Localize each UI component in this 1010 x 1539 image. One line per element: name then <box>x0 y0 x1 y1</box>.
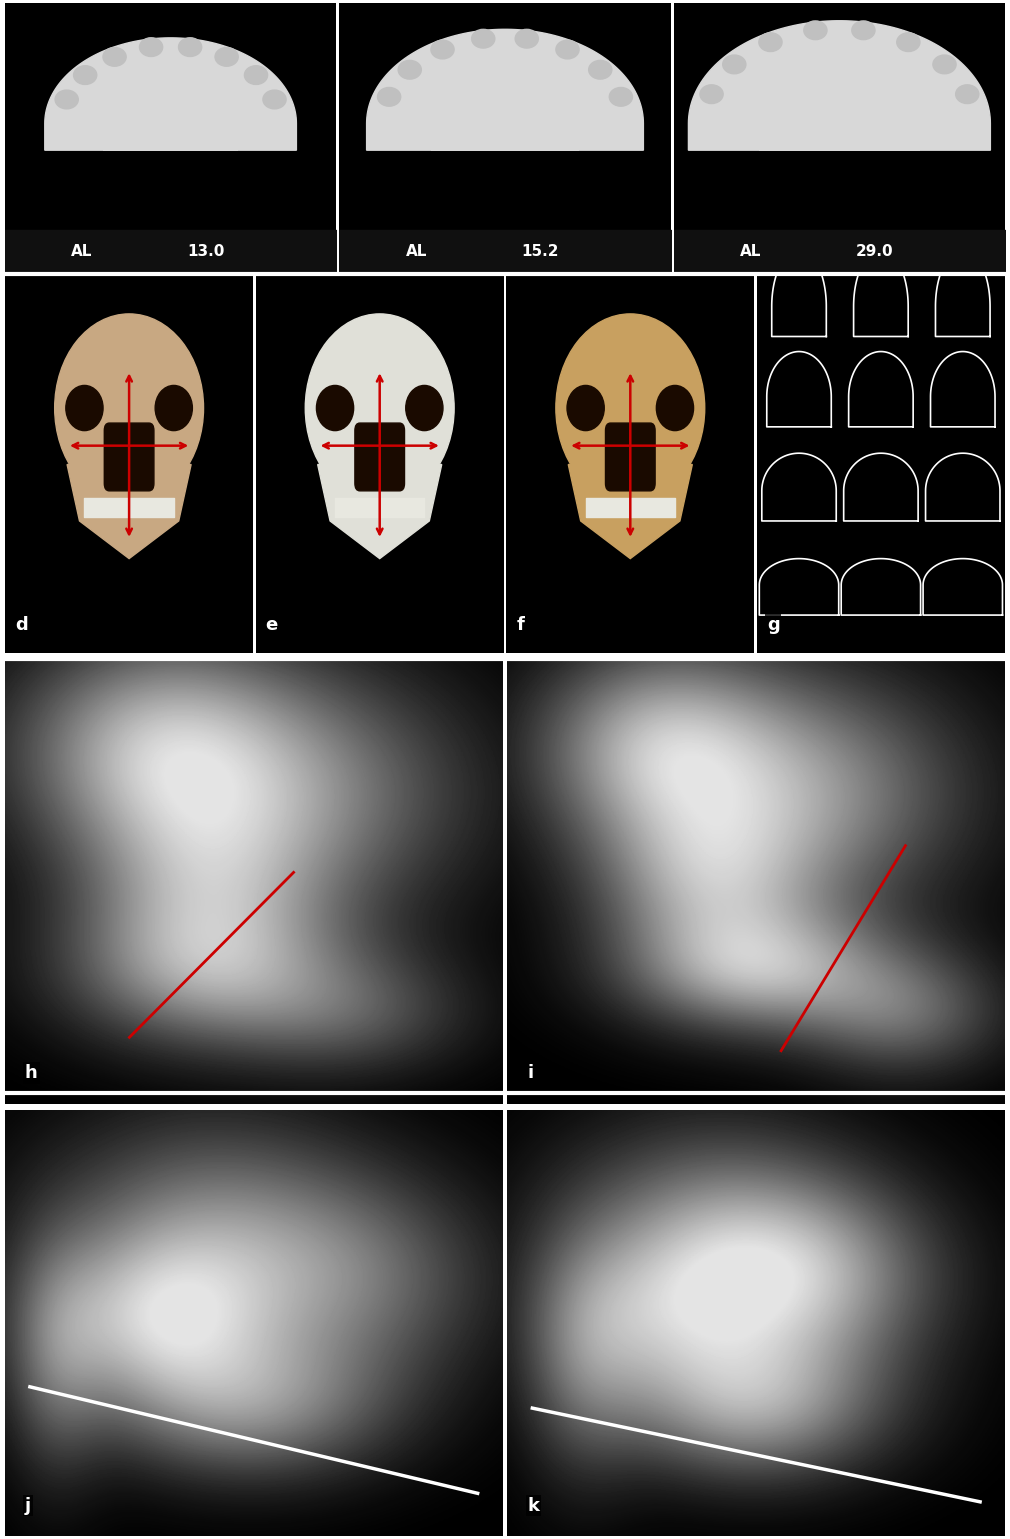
Circle shape <box>700 85 723 103</box>
Circle shape <box>56 91 78 109</box>
Ellipse shape <box>316 385 354 431</box>
Circle shape <box>933 55 956 74</box>
Text: AL: AL <box>72 245 93 260</box>
Circle shape <box>139 38 163 57</box>
Circle shape <box>179 38 202 57</box>
Circle shape <box>263 91 286 109</box>
Ellipse shape <box>406 385 443 431</box>
Text: a: a <box>18 239 30 257</box>
Text: k: k <box>527 1496 539 1514</box>
Polygon shape <box>689 20 991 151</box>
Text: AL: AL <box>740 245 762 260</box>
Polygon shape <box>44 38 296 151</box>
Ellipse shape <box>656 385 694 431</box>
Circle shape <box>215 48 238 66</box>
Circle shape <box>723 55 746 74</box>
Text: i: i <box>527 1063 533 1082</box>
Text: 13.0: 13.0 <box>187 245 224 260</box>
Text: f: f <box>516 616 524 634</box>
Polygon shape <box>367 29 643 151</box>
Ellipse shape <box>567 385 604 431</box>
Text: AL: AL <box>406 245 427 260</box>
Ellipse shape <box>55 314 204 502</box>
Text: c: c <box>687 239 698 257</box>
Circle shape <box>851 22 875 40</box>
Circle shape <box>515 29 538 48</box>
Circle shape <box>897 32 920 51</box>
Circle shape <box>556 40 579 58</box>
Circle shape <box>431 40 454 58</box>
Circle shape <box>804 22 827 40</box>
Circle shape <box>244 66 268 85</box>
Text: e: e <box>266 616 278 634</box>
FancyBboxPatch shape <box>355 423 405 491</box>
Text: b: b <box>352 239 366 257</box>
Circle shape <box>378 88 401 106</box>
Ellipse shape <box>556 314 705 502</box>
Ellipse shape <box>156 385 192 431</box>
Circle shape <box>103 48 126 66</box>
Text: j: j <box>25 1496 31 1514</box>
FancyBboxPatch shape <box>104 423 154 491</box>
Circle shape <box>759 32 782 51</box>
Polygon shape <box>569 465 692 559</box>
Text: h: h <box>25 1063 37 1082</box>
Circle shape <box>609 88 632 106</box>
Circle shape <box>472 29 495 48</box>
Text: 15.2: 15.2 <box>521 245 560 260</box>
Text: d: d <box>15 616 27 634</box>
Ellipse shape <box>66 385 103 431</box>
Text: 29.0: 29.0 <box>855 245 894 260</box>
Circle shape <box>589 60 612 78</box>
Circle shape <box>74 66 97 85</box>
Text: g: g <box>767 616 780 634</box>
Ellipse shape <box>305 314 454 502</box>
Circle shape <box>398 60 421 78</box>
Circle shape <box>955 85 979 103</box>
Polygon shape <box>318 465 441 559</box>
Polygon shape <box>67 465 191 559</box>
FancyBboxPatch shape <box>605 423 655 491</box>
